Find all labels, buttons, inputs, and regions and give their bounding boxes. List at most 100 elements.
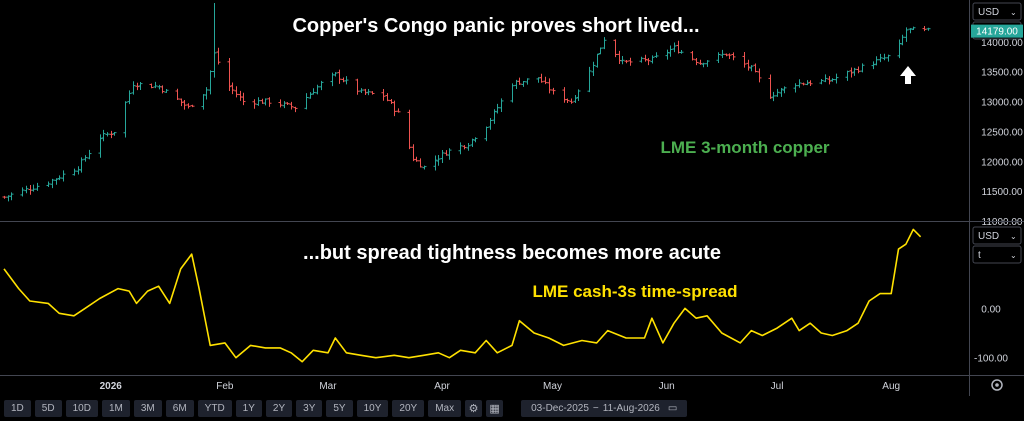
ohlc-bar <box>782 86 787 94</box>
range-end: 11-Aug-2026 <box>602 403 660 414</box>
ohlc-bar <box>216 47 221 65</box>
ohlc-bar <box>396 108 401 113</box>
layout-icon[interactable]: ▦ <box>486 400 504 417</box>
spread-unit-label: t <box>978 250 981 261</box>
ohlc-bar <box>510 83 515 103</box>
price-tick-label: 12500.00 <box>981 127 1023 138</box>
last-price-badge: 14179.00 <box>971 24 1023 38</box>
ohlc-bar <box>768 74 773 99</box>
timeframe-button-10d[interactable]: 10D <box>65 400 98 417</box>
timeframe-button-1d[interactable]: 1D <box>4 400 31 417</box>
ohlc-bar <box>595 53 600 68</box>
price-tick-label: 14000.00 <box>981 38 1023 49</box>
ohlc-bar <box>698 59 703 65</box>
timeframe-buttons: 1D 5D 10D 1M 3M 6M YTD 1Y 2Y 3Y 5Y 10Y 20Y Max <box>0 400 462 417</box>
calendar-icon: ▭ <box>667 403 678 414</box>
ohlc-bar <box>801 82 806 86</box>
copper-series-label: LME 3-month copper <box>660 138 829 157</box>
ohlc-bar <box>422 165 427 170</box>
ohlc-bar <box>576 89 581 102</box>
ohlc-bar <box>746 59 751 71</box>
chart-svg: 11000.00 11500.00 12000.00 12500.00 13000.00… <box>0 0 1024 396</box>
ohlc-bar <box>9 192 14 201</box>
ohlc-bar <box>109 130 114 139</box>
ohlc-bar <box>587 66 592 93</box>
ohlc-bar <box>573 95 578 103</box>
time-tick-label: Mar <box>319 381 337 392</box>
timeframe-button-max[interactable]: Max <box>428 400 462 417</box>
ohlc-bar <box>598 47 603 55</box>
ohlc-bar <box>355 78 360 95</box>
range-separator: − <box>592 403 599 414</box>
ohlc-bar <box>175 88 180 101</box>
bottom-toolbar: 1D 5D 10D 1M 3M 6M YTD 1Y 2Y 3Y 5Y 10Y 20Y Max ⚙ ▦ 03… <box>0 396 1024 421</box>
time-tick-label: Jun <box>659 381 675 392</box>
ohlc-bar <box>779 88 784 97</box>
ohlc-bar <box>72 168 77 176</box>
ohlc-bar <box>470 138 475 148</box>
ohlc-bar <box>628 57 633 66</box>
ohlc-bar <box>447 148 452 160</box>
timeframe-button-1m[interactable]: 1M <box>101 400 130 417</box>
spread-tick-label: -100.00 <box>974 354 1008 365</box>
ohlc-bar <box>639 56 644 63</box>
ohlc-bar <box>753 63 758 73</box>
ohlc-bar <box>727 53 732 60</box>
ohlc-bar <box>827 76 832 85</box>
timeframe-button-5d[interactable]: 5D <box>34 400 62 417</box>
ohlc-bar <box>2 195 7 199</box>
ohlc-bar <box>466 143 471 151</box>
ohlc-bar <box>204 87 209 100</box>
timeframe-button-3y[interactable]: 3Y <box>296 400 323 417</box>
timeframe-button-1y[interactable]: 1Y <box>235 400 262 417</box>
ohlc-bar <box>904 27 909 42</box>
timeframe-button-ytd[interactable]: YTD <box>197 400 232 417</box>
ohlc-bar <box>823 74 828 83</box>
ohlc-bar <box>701 62 706 68</box>
ohlc-bar <box>31 184 36 192</box>
ohlc-bar <box>182 99 187 110</box>
ohlc-bar <box>83 155 88 162</box>
ohlc-bar <box>123 101 128 138</box>
ohlc-bar <box>473 137 478 143</box>
price-currency-select[interactable]: USD ⌄ <box>972 2 1022 21</box>
ohlc-bar <box>267 97 272 107</box>
price-tick-label: 13000.00 <box>981 98 1023 109</box>
ohlc-bar <box>484 126 489 142</box>
ohlc-bar <box>551 87 556 95</box>
timeframe-button-3m[interactable]: 3M <box>133 400 162 417</box>
time-tick-label: Apr <box>434 381 450 392</box>
timeframe-button-10y[interactable]: 10Y <box>356 400 389 417</box>
ohlc-bar <box>46 181 51 188</box>
ohlc-bar <box>499 98 504 113</box>
ohlc-bar <box>311 88 316 95</box>
gear-icon[interactable]: ⚙ <box>465 400 483 417</box>
spread-unit-select[interactable]: t ⌄ <box>972 245 1022 264</box>
timeframe-button-20y[interactable]: 20Y <box>392 400 425 417</box>
ohlc-bar <box>911 26 916 31</box>
ohlc-bar <box>79 157 84 173</box>
ohlc-bar <box>433 155 438 171</box>
ohlc-bar <box>860 63 865 73</box>
chart-background <box>0 0 1024 396</box>
ohlc-bar <box>654 52 659 58</box>
ohlc-bar <box>337 69 342 84</box>
ohlc-bar <box>543 76 548 85</box>
ohlc-bar <box>160 85 165 94</box>
ohlc-bar <box>153 81 158 89</box>
ohlc-bar <box>319 80 324 91</box>
ohlc-bar <box>805 80 810 86</box>
ohlc-bar <box>462 145 467 150</box>
ohlc-bar <box>845 70 850 81</box>
chart-settings-gear-icon[interactable] <box>991 379 1003 391</box>
ohlc-bar <box>366 89 371 96</box>
timeframe-button-6m[interactable]: 6M <box>165 400 194 417</box>
date-range-selector[interactable]: 03-Dec-2025 − 11-Aug-2026 ▭ <box>521 400 688 417</box>
ohlc-bar <box>926 27 931 31</box>
timeframe-button-5y[interactable]: 5Y <box>326 400 353 417</box>
ohlc-bar <box>101 129 106 142</box>
price-tick-label: 13500.00 <box>981 68 1023 79</box>
timeframe-button-2y[interactable]: 2Y <box>265 400 293 417</box>
spread-currency-select[interactable]: USD ⌄ <box>972 226 1022 245</box>
ohlc-bar <box>227 57 232 92</box>
